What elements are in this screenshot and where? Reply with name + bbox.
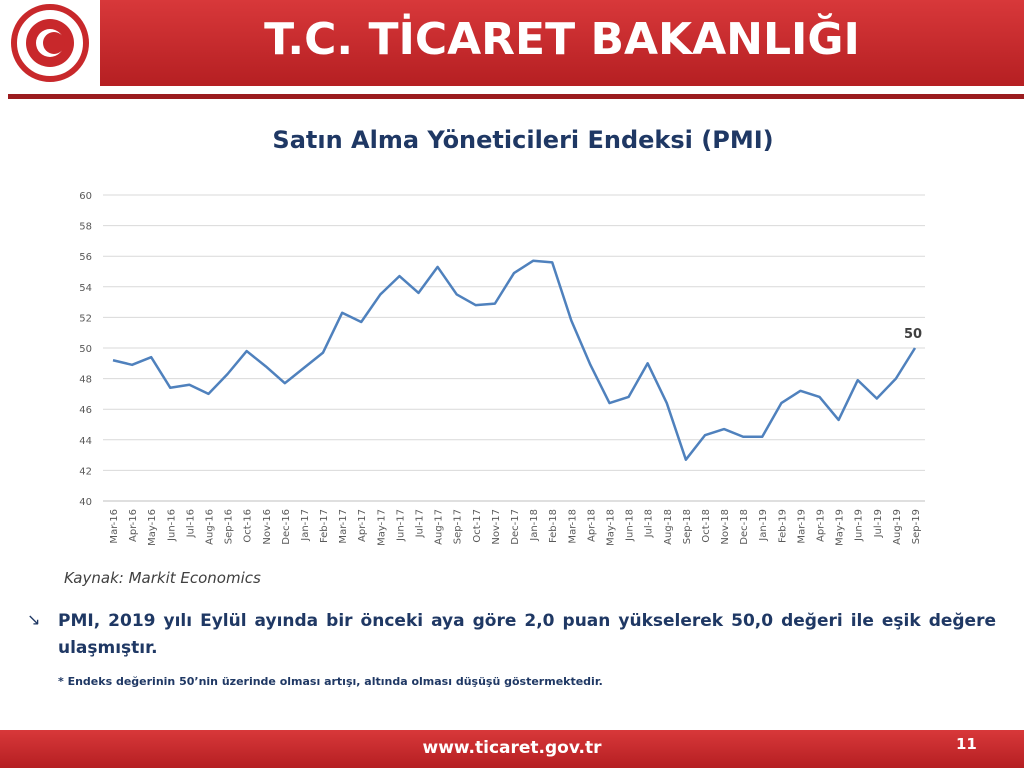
header-rule (8, 94, 1024, 99)
x-tick-label: Dec-18 (739, 509, 750, 545)
y-tick-label: 40 (79, 497, 92, 508)
x-tick-label: Jan-19 (758, 509, 769, 542)
x-tick-label: Nov-17 (491, 509, 502, 545)
y-tick-label: 44 (79, 436, 92, 447)
x-tick-label: Jun-19 (854, 509, 865, 542)
x-tick-label: Sep-17 (453, 509, 464, 544)
x-tick-label: Mar-16 (109, 509, 120, 544)
bullet-icon: ↘ (27, 610, 41, 629)
x-tick-label: Sep-19 (911, 509, 922, 544)
x-tick-label: May-17 (376, 509, 387, 546)
footer-url: www.ticaret.gov.tr (422, 738, 602, 758)
line-series (112, 259, 917, 461)
y-tick-label: 42 (79, 466, 92, 477)
x-tick-label: Sep-18 (682, 509, 693, 544)
x-tick-label: Jun-18 (625, 509, 636, 542)
footer-band (0, 730, 1024, 768)
x-tick-label: May-16 (147, 509, 158, 546)
y-tick-label: 46 (79, 405, 92, 416)
page-number: 11 (956, 735, 977, 753)
x-tick-label: Jun-16 (166, 509, 177, 542)
x-tick-label: Apr-18 (586, 509, 597, 542)
logo-icon (11, 4, 89, 82)
x-tick-label: Apr-19 (816, 509, 827, 542)
x-tick-label: Dec-17 (510, 509, 521, 545)
x-tick-label: Oct-17 (472, 509, 483, 543)
x-tick-label: Aug-16 (204, 509, 215, 545)
y-tick-label: 48 (79, 375, 92, 386)
x-tick-label: Aug-19 (892, 509, 903, 545)
x-tick-label: Feb-19 (777, 509, 788, 543)
x-tick-label: May-19 (835, 509, 846, 546)
x-tick-label: Sep-16 (224, 509, 235, 544)
x-tick-label: Oct-16 (243, 509, 254, 543)
y-tick-label: 52 (79, 313, 92, 324)
y-tick-label: 58 (79, 222, 92, 233)
chart: Satın Alma Yöneticileri Endeksi (PMI) 40… (79, 126, 925, 546)
x-tick-label: Mar-18 (567, 509, 578, 544)
x-tick-label: Apr-17 (357, 509, 368, 542)
chart-title: Satın Alma Yöneticileri Endeksi (PMI) (272, 126, 773, 154)
source: Kaynak: Markit Economics (64, 569, 261, 587)
y-tick-label: 60 (79, 191, 92, 202)
x-tick-label: Aug-18 (663, 509, 674, 545)
header-title: T.C. TİCARET BAKANLIĞI (264, 14, 860, 65)
x-tick-label: Mar-17 (338, 509, 349, 544)
x-tick-label: Nov-16 (262, 509, 273, 545)
x-tick-label: Jul-19 (873, 509, 884, 538)
x-tick-label: Dec-16 (281, 509, 292, 545)
header-band (0, 0, 1024, 86)
bullet-text: PMI, 2019 yılı Eylül ayında bir önceki a… (58, 611, 996, 658)
x-tick-label: Jul-17 (415, 509, 426, 538)
y-tick-label: 54 (79, 283, 92, 294)
x-tick-label: Jul-18 (644, 509, 655, 538)
y-tick-label: 56 (79, 252, 92, 263)
x-tick-label: Aug-17 (434, 509, 445, 545)
footnote: * Endeks değerinin 50’nin üzerinde olmas… (58, 675, 603, 688)
data-label: 50 (904, 327, 922, 342)
x-tick-label: Jun-17 (395, 509, 406, 542)
x-tick-label: Jan-18 (529, 509, 540, 542)
logo (0, 0, 100, 86)
x-tick-label: Feb-17 (319, 509, 330, 543)
x-tick-label: Feb-18 (548, 509, 559, 543)
x-tick-label: May-18 (605, 509, 616, 546)
x-tick-label: Mar-19 (796, 509, 807, 544)
x-tick-label: Apr-16 (128, 509, 139, 542)
x-tick-label: Nov-18 (720, 509, 731, 545)
y-tick-label: 50 (79, 344, 92, 355)
x-tick-label: Jan-17 (300, 509, 311, 542)
x-tick-label: Jul-16 (185, 509, 196, 538)
x-tick-label: Oct-18 (701, 509, 712, 543)
